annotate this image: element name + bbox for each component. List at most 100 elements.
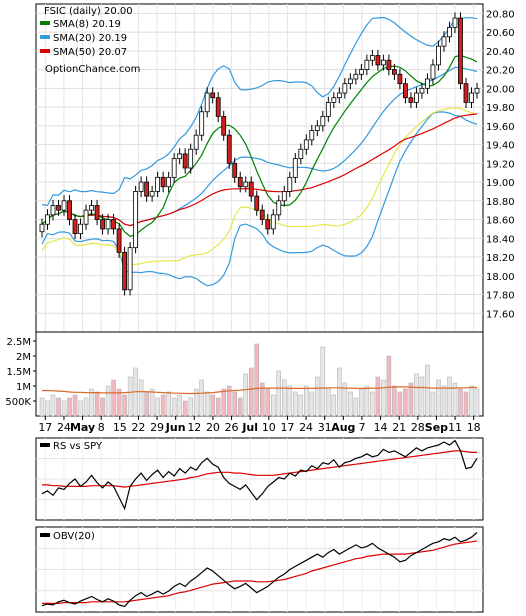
price-tick-label: 20.60 (486, 28, 515, 39)
volume-bar (204, 391, 210, 417)
volume-bar (100, 397, 105, 417)
volume-bar (304, 385, 309, 417)
volume-tick-label: 2M (16, 352, 31, 363)
price-tick-label: 19.80 (486, 103, 515, 114)
candle-body (204, 92, 210, 113)
candle-body (386, 59, 392, 71)
volume-bar (254, 343, 259, 417)
volume-bar (419, 376, 425, 417)
date-tick-label: 24 (299, 421, 313, 434)
volume-bar (182, 400, 188, 417)
price-panel: 20.80 20.60 20.40 20.20 20.00 19.80 19.60 19.40… (35, 3, 515, 333)
volume-bar (149, 388, 155, 417)
date-tick-label: 21 (392, 421, 406, 434)
date-axis: 17 24 May 8 15 22 29 Jun 12 20 26 Jul 10 17 24 31 Aug 7 14… (38, 416, 481, 434)
volume-tick-label: 2.5M (6, 337, 31, 348)
envelope-line (41, 107, 478, 267)
candle-body (166, 176, 172, 188)
volume-bar (226, 385, 232, 417)
candle-body (403, 83, 408, 99)
candle-body (138, 181, 144, 192)
date-tick-label: 18 (467, 421, 481, 434)
volume-bar (331, 394, 337, 417)
volume-bar (271, 394, 276, 417)
candle-body (469, 92, 474, 103)
volume-y-axis: 2.5M 2M 1.5M 1M 500K (5, 337, 36, 408)
price-tick-label: 20.00 (486, 84, 515, 95)
price-tick-label: 19.40 (486, 141, 515, 152)
upper-band-line (41, 16, 478, 207)
candle-body (61, 200, 67, 211)
candle-body (408, 97, 414, 103)
candle-body (265, 219, 271, 230)
candle-body (149, 191, 155, 197)
volume-bar (61, 400, 67, 417)
volume-bar (248, 367, 254, 417)
volume-bar (353, 397, 359, 417)
volume-bar (386, 355, 392, 417)
candle-body (452, 17, 458, 28)
legend-label-sma8: SMA(8) 20.19 (53, 19, 121, 30)
date-tick-label: 17 (38, 421, 52, 434)
price-panel-frame (35, 3, 484, 333)
candle-body (226, 134, 232, 164)
volume-bar (111, 379, 116, 417)
candle-body (380, 59, 386, 66)
date-tick-label: 10 (262, 421, 276, 434)
candle-body (193, 134, 199, 150)
legend-sma20: SMA(20) 20.19 (40, 33, 127, 44)
candle-body (50, 205, 56, 216)
volume-bar (67, 397, 72, 417)
candle-body (463, 83, 469, 103)
price-tick-label: 17.80 (486, 291, 515, 302)
volume-bar (105, 385, 111, 417)
candle-body (425, 78, 430, 89)
volume-bar (293, 391, 298, 417)
date-tick-label: Sep (425, 421, 448, 434)
volume-avg-line (42, 386, 477, 395)
candle-body (72, 219, 78, 235)
volume-bar (166, 391, 171, 417)
volume-bar (144, 391, 149, 417)
chart-title: FSIC (daily) 20.00 (44, 6, 133, 17)
date-tick-label: Aug (331, 421, 355, 434)
volume-bar (127, 376, 133, 417)
candle-body (248, 181, 254, 197)
volume-tick-label: 500K (5, 397, 31, 408)
volume-bar (397, 391, 403, 417)
candle-body (419, 87, 425, 94)
obv-lines (41, 532, 478, 608)
candle-body (397, 73, 403, 85)
price-tick-label: 18.00 (486, 272, 515, 283)
volume-bar (403, 388, 408, 417)
volume-bar (215, 397, 221, 417)
date-tick-label: 15 (113, 421, 127, 434)
volume-bar (221, 388, 226, 417)
candle-body (116, 228, 122, 253)
volume-bar (364, 385, 370, 417)
date-tick-label: 28 (411, 421, 425, 434)
candle-body (320, 116, 326, 127)
candle-body (270, 214, 276, 230)
candle-body (314, 125, 320, 131)
candle-body (182, 153, 188, 169)
rs-panel: RS vs SPY (35, 437, 484, 521)
candle-body (347, 78, 353, 85)
volume-bar (193, 388, 199, 417)
obv-panel: OBV(20) (35, 526, 484, 613)
date-tick-label: 22 (131, 421, 145, 434)
candle-body (160, 176, 166, 188)
volume-bar (447, 376, 452, 417)
lower-band-line (41, 111, 478, 287)
volume-bar (348, 391, 353, 417)
legend-label-sma50: SMA(50) 20.07 (53, 47, 127, 58)
date-tick-label: 26 (225, 421, 239, 434)
candle-body (292, 158, 298, 178)
candle-body (276, 200, 282, 216)
candle-body (237, 176, 243, 188)
rs-line-0 (41, 439, 478, 511)
volume-bar (359, 388, 364, 417)
volume-bar (122, 394, 127, 417)
volume-bar (370, 391, 375, 417)
